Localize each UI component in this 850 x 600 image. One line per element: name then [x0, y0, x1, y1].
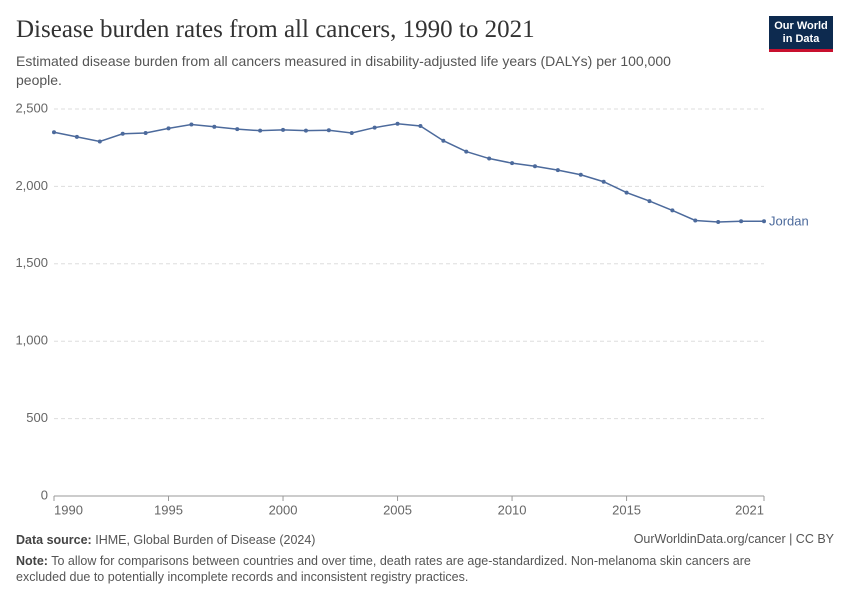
point — [326, 128, 331, 133]
chart-title: Disease burden rates from all cancers, 1… — [16, 16, 535, 43]
point — [510, 161, 515, 166]
point — [487, 156, 492, 161]
note: Note: To allow for comparisons between c… — [16, 553, 776, 585]
point — [235, 127, 240, 132]
point — [166, 126, 171, 131]
x-tick-label: 2021 — [735, 502, 764, 517]
point — [670, 208, 675, 213]
point — [716, 220, 721, 225]
x-tick-label: 2000 — [269, 502, 298, 517]
point — [97, 139, 102, 144]
point — [441, 138, 446, 143]
y-tick-label: 2,000 — [15, 178, 48, 193]
y-tick-label: 0 — [41, 487, 48, 502]
logo-line: Our World — [774, 20, 828, 32]
source-text: IHME, Global Burden of Disease (2024) — [95, 533, 316, 547]
source: Data source: IHME, Global Burden of Dise… — [16, 532, 315, 548]
point — [647, 199, 652, 204]
point — [578, 172, 583, 177]
y-tick-label: 1,500 — [15, 255, 48, 270]
x-tick-label: 1990 — [54, 502, 83, 517]
source-label: Data source: — [16, 533, 92, 547]
point — [693, 218, 698, 223]
chart-subtitle: Estimated disease burden from all cancer… — [16, 53, 671, 88]
x-tick-label: 1995 — [154, 502, 183, 517]
logo[interactable]: Our World in Data — [769, 16, 833, 52]
y-tick-label: 500 — [26, 410, 48, 425]
point — [624, 190, 629, 195]
x-tick-label: 2010 — [498, 502, 527, 517]
point — [189, 122, 194, 127]
point — [212, 124, 217, 129]
point — [258, 128, 263, 133]
series-line — [53, 122, 764, 223]
series-label: Jordan — [769, 214, 809, 229]
point — [464, 149, 469, 154]
point — [349, 130, 354, 135]
point — [372, 125, 377, 130]
point — [532, 164, 537, 169]
point — [120, 131, 125, 136]
logo-line: in Data — [782, 33, 820, 45]
point — [418, 124, 423, 129]
point — [762, 219, 766, 224]
y-tick-label: 2,500 — [15, 100, 48, 115]
x-tick-label: 2015 — [612, 502, 641, 517]
point — [143, 130, 148, 135]
note-text: To allow for comparisons between countri… — [16, 554, 751, 584]
point — [601, 179, 606, 184]
chart: 0 500 1,000 1,500 2,000 2,500 1990 1995 2000 2005… — [15, 100, 809, 517]
point — [74, 134, 79, 139]
y-tick-label: 1,000 — [15, 333, 48, 348]
point — [281, 127, 286, 132]
note-label: Note: — [16, 554, 48, 568]
point — [555, 168, 560, 173]
point — [395, 121, 400, 126]
point — [303, 128, 308, 133]
point — [739, 219, 744, 224]
point — [52, 130, 56, 135]
url[interactable]: OurWorldinData.org/cancer | CC BY — [633, 532, 834, 546]
x-tick-label: 2005 — [383, 502, 412, 517]
